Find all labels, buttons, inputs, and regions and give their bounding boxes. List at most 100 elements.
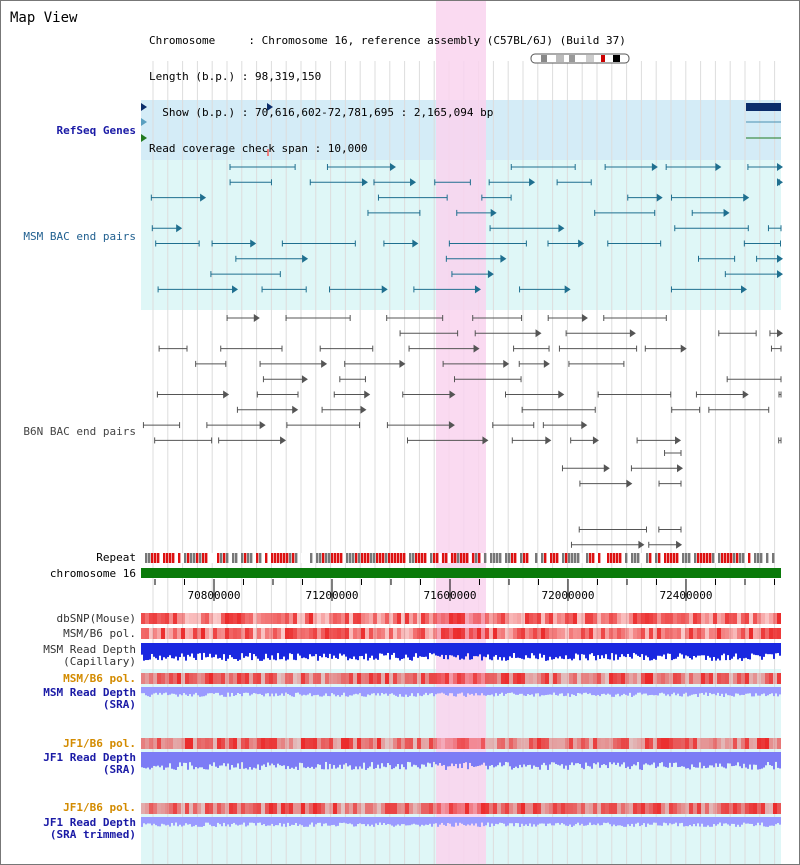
jf1-trimmed-depth-bar [541,817,543,824]
msm-sra-depth-bar [415,687,417,697]
jf1-pol-trimmed-heat-cell [777,803,781,814]
msm-capillary-depth-bar [419,643,421,657]
msm-sra-depth-bar [363,687,365,697]
repeat-block [424,553,427,563]
jf1-trimmed-depth-bar [187,817,189,825]
jf1-trimmed-depth-bar [661,817,663,826]
msm-sra-depth-bar [719,687,721,696]
msm-pol-sra-heat-cell [597,673,601,684]
msm-pol-heat-cell [593,628,597,639]
jf1-pol-trimmed-heat-cell [165,803,169,814]
jf1-pol-heat-cell [593,738,597,749]
msm-capillary-depth-bar [671,643,673,661]
msm-pol-heat-cell [153,628,157,639]
msm-capillary-depth-bar [373,643,375,660]
msm-capillary-depth-bar [173,643,175,659]
msm-pol-sra-heat-cell [349,673,353,684]
msm-capillary-depth-bar [705,643,707,660]
jf1-pol-heat-cell [645,738,649,749]
msm-capillary-depth-bar [301,643,303,659]
msm-sra-depth-bar [553,687,555,693]
jf1-pol-trimmed-heat-cell [449,803,453,814]
jf1-trimmed-depth-bar [715,817,717,826]
msm-sra-depth-bar [303,687,305,695]
jf1-sra-depth-bar [773,752,775,770]
jf1-trimmed-depth-bar [515,817,517,823]
msm-capillary-depth-bar [635,643,637,655]
jf1-pol-trimmed-heat-cell [741,803,745,814]
jf1-pol-trimmed-heat-cell [681,803,685,814]
jf1-pol-trimmed-heat-cell [501,803,505,814]
msm-capillary-depth-bar [347,643,349,661]
bac-end-arrow [301,375,308,384]
msm-sra-depth-bar [573,687,575,695]
dbsnp-heat-cell [741,613,745,624]
msm-pol-sra-heat-cell [573,673,577,684]
msm-capillary-depth-bar [435,643,437,656]
msm-sra-depth-bar [725,687,727,694]
jf1-sra-depth-bar [599,752,601,768]
jf1-pol-trimmed-heat-cell [657,803,661,814]
msm-pol-sra-heat-cell [281,673,285,684]
msm-pol-heat-cell [361,628,365,639]
jf1-sra-depth-bar [271,752,273,764]
jf1-trimmed-depth-bar [233,817,235,823]
msm-capillary-depth-bar [649,643,651,661]
msm-capillary-depth-bar [427,643,429,660]
msm-capillary-depth-bar [693,643,695,656]
jf1-sra-depth-bar [363,752,365,763]
jf1-sra-depth-bar [153,752,155,766]
jf1-sra-depth-bar [279,752,281,766]
msm-capillary-depth-bar [291,643,293,655]
jf1-sra-depth-bar [191,752,193,766]
msm-sra-depth-bar [275,687,277,694]
repeat-block [571,553,574,563]
msm-sra-depth-bar [403,687,405,697]
msm-capillary-depth-bar [235,643,237,660]
repeat-block [229,553,232,563]
msm-capillary-depth-bar [197,643,199,654]
jf1-pol-trimmed-heat-cell [765,803,769,814]
msm-pol-heat-cell [629,628,633,639]
dbsnp-heat-cell [745,613,749,624]
dbsnp-heat-cell [349,613,353,624]
msm-sra-depth-bar [367,687,369,695]
jf1-trimmed-depth-bar [221,817,223,827]
jf1-pol-heat-cell [697,738,701,749]
msm-sra-depth-bar [647,687,649,696]
jf1-pol-heat-cell [641,738,645,749]
jf1-sra-depth-bar [611,752,613,765]
msm-sra-depth-bar [401,687,403,697]
msm-sra-depth-bar [491,687,493,695]
jf1-trimmed-depth-bar [497,817,499,825]
dbsnp-heat-cell [393,613,397,624]
msm-pol-heat-cell [625,628,629,639]
msm-sra-depth-bar [587,687,589,695]
repeat-block [490,553,493,563]
repeat-block [469,553,472,563]
msm-capillary-depth-bar [191,643,193,654]
jf1-sra-depth-bar [719,752,721,764]
dbsnp-heat-cell [277,613,281,624]
jf1-pol-heat-cell [601,738,605,749]
jf1-trimmed-depth-bar [419,817,421,827]
msm-pol-sra-heat-cell [341,673,345,684]
msm-capillary-depth-bar [687,643,689,657]
jf1-trimmed-depth-bar [281,817,283,827]
msm-capillary-depth-bar [463,643,465,660]
msm-capillary-depth-bar [661,643,663,657]
repeat-block [625,553,628,563]
jf1-trimmed-depth-bar [193,817,195,827]
repeat-block [274,553,277,563]
msm-pol-sra-heat-cell [553,673,557,684]
msm-capillary-depth-bar [599,643,601,659]
dbsnp-heat-cell [241,613,245,624]
msm-sra-depth-bar [767,687,769,696]
jf1-trimmed-depth-bar [569,817,571,825]
msm-pol-heat-cell [385,628,389,639]
msm-capillary-depth-bar [755,643,757,656]
jf1-trimmed-depth-bar [289,817,291,827]
msm-sra-depth-bar [185,687,187,695]
jf1-pol-heat-cell [569,738,573,749]
